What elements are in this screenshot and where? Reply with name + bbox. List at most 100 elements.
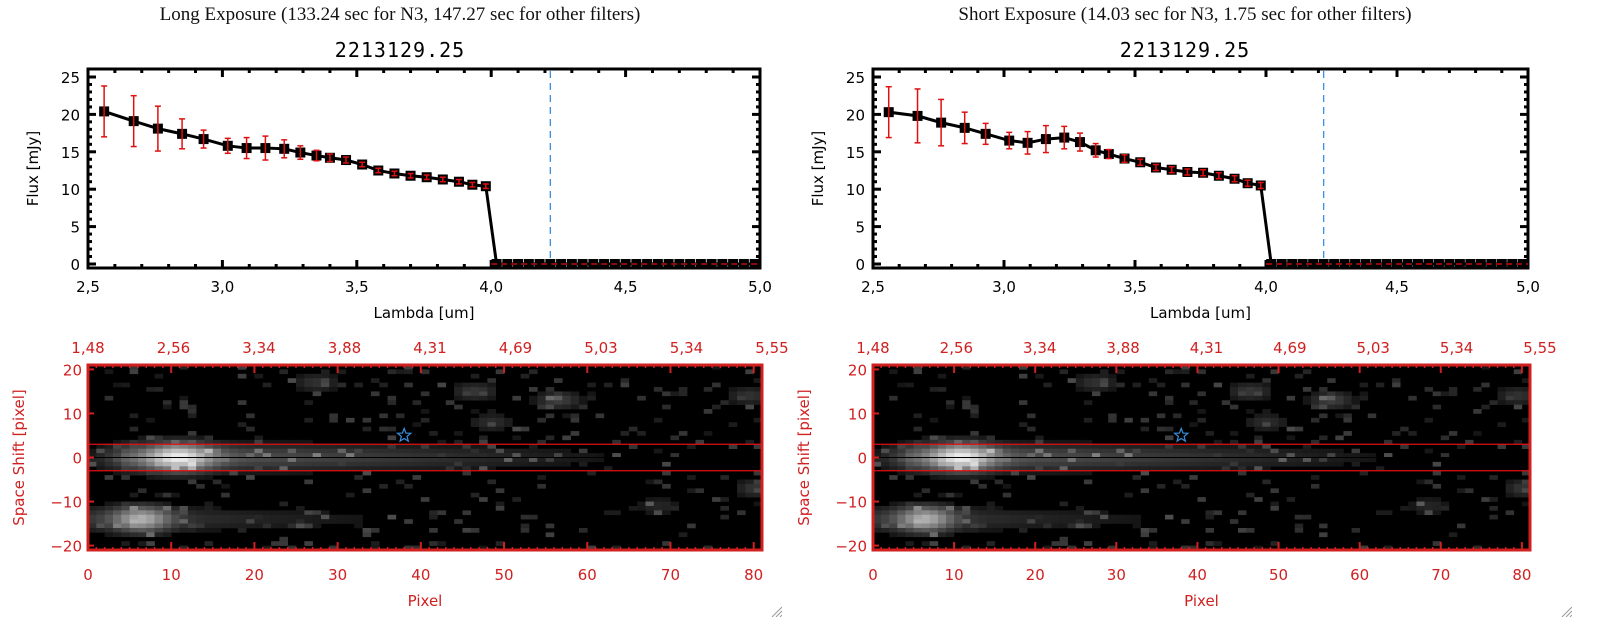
flux-spectrum-chart: 0 5 10 15 20 25 2,5 3,0 3,5 4,0 4,5 5,0 Lambda [um] F…: [24, 67, 772, 322]
data-point: [663, 259, 674, 269]
star-icon: [1172, 426, 1190, 443]
image-pixels: [873, 365, 1531, 551]
data-point: [1360, 259, 1371, 269]
plot-frame: [86, 67, 762, 270]
x-axis-label: Pixel: [1184, 592, 1219, 610]
x-tick-label: 20: [1026, 566, 1045, 584]
x-axis-label: Pixel: [408, 592, 443, 610]
data-point: [1318, 259, 1329, 269]
plot-frame: [871, 67, 1530, 270]
top-tick-label: 5,55: [1523, 339, 1556, 357]
y-tick-label: −20: [835, 538, 867, 556]
y-tick-label: 10: [848, 405, 867, 423]
x-tick-label: 30: [328, 566, 347, 584]
top-tick-label: 4,31: [1190, 339, 1223, 357]
spectrum-image-chart: 0 10 20 30 40 50 60 70 80 1,48 2,56 3,34 3,88 4,31 4,6…: [10, 339, 789, 610]
y-tick-label: 20: [63, 361, 82, 379]
y-tick-label: −10: [835, 494, 867, 512]
flux-spectrum-chart: 0 5 10 15 20 25 2,5 3,0 3,5 4,0 4,5 5,0 Lambda [um] F…: [809, 67, 1540, 322]
x-axis-label: Lambda [um]: [1150, 304, 1251, 322]
y-tick-label: 0: [855, 256, 865, 274]
x-tick-label: 60: [1350, 566, 1369, 584]
y-tick-label: 25: [61, 69, 80, 87]
data-point: [523, 259, 534, 269]
y-axis-label: Flux [mJy]: [24, 131, 42, 207]
y-tick-label: 25: [846, 69, 865, 87]
x-tick-label: 3,5: [1123, 278, 1147, 296]
data-point: [685, 259, 696, 269]
y-tick-label: 20: [848, 361, 867, 379]
top-tick-label: 3,88: [1106, 339, 1139, 357]
x-tick-label: 4,5: [1385, 278, 1409, 296]
y-tick-label: 10: [61, 181, 80, 199]
top-tick-label: 3,34: [1023, 339, 1056, 357]
top-tick-label: 5,55: [755, 339, 788, 357]
x-tick-label: 4,0: [1254, 278, 1278, 296]
x-tick-label: 20: [245, 566, 264, 584]
top-tick-label: 4,69: [1273, 339, 1306, 357]
y-tick-label: −20: [50, 538, 82, 556]
y-tick-label: 15: [61, 144, 80, 162]
data-point: [513, 259, 524, 269]
short-exposure-panel: Short Exposure (14.03 sec for N3, 1.75 s…: [785, 0, 1585, 630]
x-tick-label: 2,5: [861, 278, 885, 296]
y-axis-label: Space Shift [pixel]: [10, 389, 28, 526]
x-tick-label: 60: [578, 566, 597, 584]
y-tick-label: 5: [70, 219, 80, 237]
resize-grip-icon[interactable]: [1560, 605, 1572, 617]
y-tick-label: 0: [70, 256, 80, 274]
y-axis-label: Flux [mJy]: [809, 131, 827, 207]
y-tick-label: 10: [63, 405, 82, 423]
x-tick-label: 4,0: [479, 278, 503, 296]
data-point: [1297, 259, 1308, 269]
data-point: [1329, 259, 1340, 269]
data-point: [1507, 259, 1518, 269]
data-point: [1287, 259, 1298, 269]
x-tick-label: 0: [83, 566, 93, 584]
data-point: [652, 259, 663, 269]
x-axis-label: Lambda [um]: [374, 304, 475, 322]
top-tick-label: 3,88: [328, 339, 361, 357]
data-point: [1339, 259, 1350, 269]
object-title: 2213129.25: [334, 38, 466, 62]
data-point: [1308, 259, 1319, 269]
x-tick-label: 3,0: [210, 278, 234, 296]
x-tick-label: 3,5: [345, 278, 369, 296]
y-tick-label: 5: [855, 219, 865, 237]
x-tick-label: 10: [945, 566, 964, 584]
top-tick-label: 1,48: [71, 339, 104, 357]
top-tick-label: 5,03: [1357, 339, 1390, 357]
top-tick-label: 5,03: [584, 339, 617, 357]
top-tick-label: 4,69: [499, 339, 532, 357]
data-point: [556, 259, 567, 269]
x-tick-label: 80: [744, 566, 763, 584]
x-tick-label: 10: [162, 566, 181, 584]
y-tick-label: 0: [72, 450, 82, 468]
top-tick-label: 4,31: [413, 339, 446, 357]
data-point: [534, 259, 545, 269]
x-tick-label: 3,0: [992, 278, 1016, 296]
x-tick-label: 5,0: [1516, 278, 1540, 296]
y-tick-label: 15: [846, 144, 865, 162]
top-tick-label: 2,56: [940, 339, 973, 357]
top-tick-label: 5,34: [670, 339, 703, 357]
y-tick-label: 10: [846, 181, 865, 199]
image-pixels: [88, 365, 763, 551]
x-tick-label: 2,5: [76, 278, 100, 296]
y-axis-label: Space Shift [pixel]: [795, 389, 813, 526]
x-tick-label: 50: [1269, 566, 1288, 584]
x-tick-label: 30: [1107, 566, 1126, 584]
exposure-title: Long Exposure (133.24 sec for N3, 147.27…: [159, 4, 641, 25]
y-tick-label: 20: [61, 106, 80, 124]
resize-grip-icon[interactable]: [770, 605, 782, 617]
data-point: [695, 259, 706, 269]
long-exposure-panel: Long Exposure (133.24 sec for N3, 147.27…: [10, 4, 789, 617]
x-tick-label: 40: [1188, 566, 1207, 584]
y-tick-label: 20: [846, 106, 865, 124]
x-tick-label: 0: [868, 566, 878, 584]
spectrum-image-chart: 0 10 20 30 40 50 60 70 80 1,48 2,56 3,34 3,88 4,31 4,6…: [795, 339, 1557, 610]
data-point: [674, 259, 685, 269]
x-tick-label: 5,0: [748, 278, 772, 296]
data-point: [502, 259, 513, 269]
top-tick-label: 1,48: [856, 339, 889, 357]
